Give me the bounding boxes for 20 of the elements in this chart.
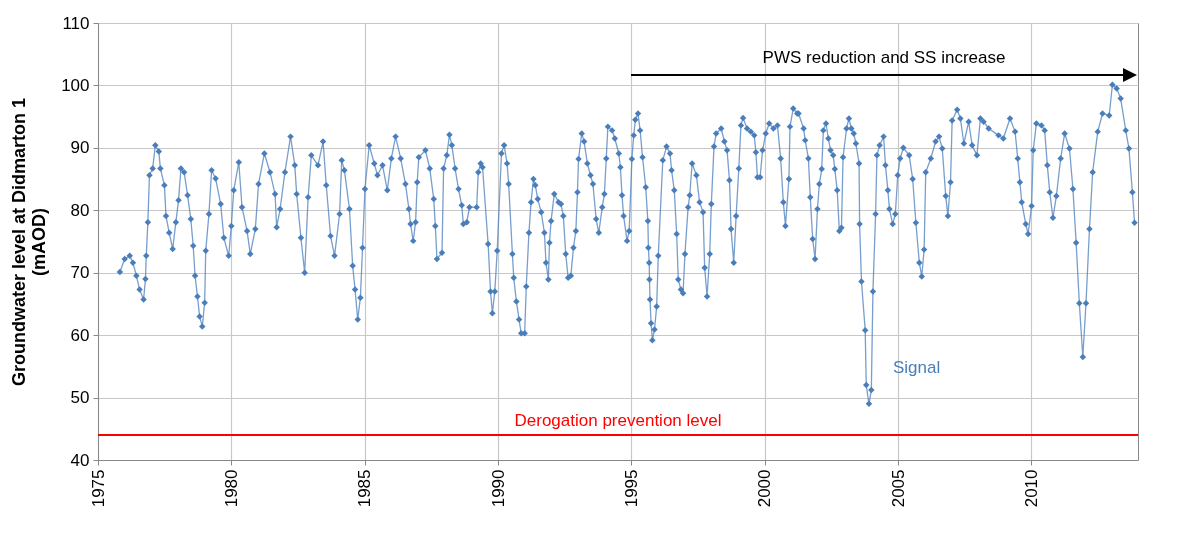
x-tick-label: 2000 [755, 469, 775, 508]
x-tick-label: 2010 [1021, 469, 1041, 508]
annotation: PWS reduction and SS increase [762, 48, 1006, 67]
y-tick-label: 80 [70, 200, 90, 220]
x-tick-label: 1975 [88, 469, 108, 508]
series-label: Signal [892, 357, 941, 377]
y-tick-label: 60 [70, 325, 90, 345]
x-tick-label: 1990 [488, 469, 508, 508]
y-axis-title: Groundwater level at Didmarton 1 (mAOD) [9, 97, 50, 387]
y-tick-label: 110 [62, 13, 90, 33]
y-tick-label: 50 [70, 388, 90, 408]
x-tick-label: 1980 [221, 469, 241, 508]
y-tick-label: 40 [70, 450, 90, 470]
y-tick-label: 90 [70, 138, 90, 158]
y-tick-label: 100 [61, 75, 90, 95]
x-tick-label: 1985 [355, 469, 375, 508]
ref-line-label: Derogation prevention level [514, 411, 722, 431]
x-tick-label: 2005 [888, 469, 908, 508]
x-tick-label: 1995 [621, 469, 641, 508]
y-tick-label: 70 [70, 263, 90, 283]
